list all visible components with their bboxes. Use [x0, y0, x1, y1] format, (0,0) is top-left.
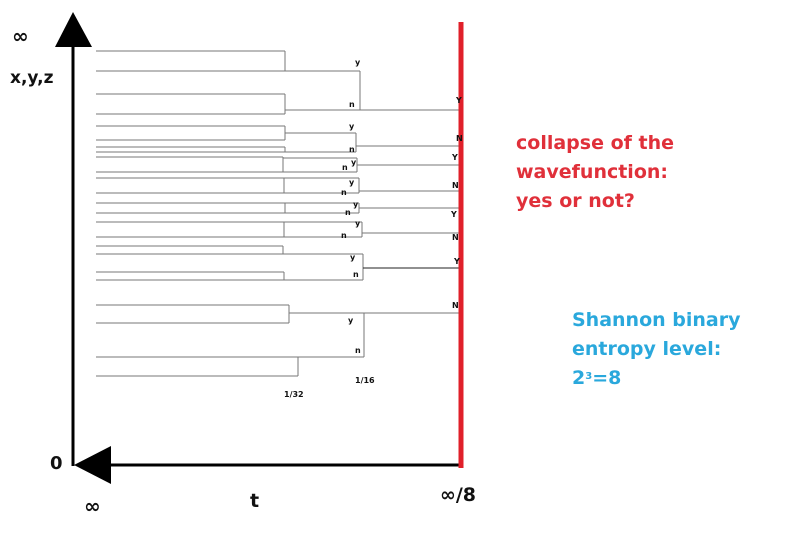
collapse-outcome-label: N	[452, 233, 459, 242]
branch-answer-label: y	[349, 178, 355, 187]
branch-answer-label: y	[353, 200, 359, 209]
y-axis-label: x,y,z	[10, 68, 54, 88]
branch-answer-label: n	[349, 145, 355, 154]
collapse-note-line: wavefunction:	[516, 161, 668, 183]
branch-answer-label: y	[349, 122, 355, 131]
branch-answer-label: n	[341, 231, 347, 240]
branch-answer-label: y	[355, 58, 361, 67]
branch-answer-label: n	[349, 100, 355, 109]
entropy-result: =8	[592, 367, 622, 389]
x-axis-right-label: ∞/8	[440, 484, 476, 506]
branch-answer-label: n	[353, 270, 359, 279]
branch-answer-label: n	[345, 208, 351, 217]
branch-answer-label: y	[355, 219, 361, 228]
entropy-formula: 23=8	[572, 364, 741, 393]
x-axis-label: t	[250, 490, 260, 512]
collapse-outcome-label: Y	[456, 96, 462, 105]
collapse-note-line: collapse of the	[516, 132, 675, 154]
collapse-outcome-label: Y	[454, 257, 460, 266]
collapse-outcome-label: N	[452, 301, 459, 310]
y-axis-top-infinity: ∞	[12, 24, 29, 48]
origin-label: 0	[50, 453, 63, 474]
collapse-outcome-label: Y	[452, 153, 458, 162]
branch-answer-label: y	[348, 316, 354, 325]
entropy-note-line: entropy level:	[572, 338, 722, 360]
y-axis-arrow-icon	[55, 12, 92, 47]
entropy-note: Shannon binary entropy level: 23=8	[572, 306, 741, 393]
collapse-outcome-label: N	[456, 134, 463, 143]
entropy-exponent: 3	[585, 371, 593, 382]
branch-answer-label: n	[355, 346, 361, 355]
scale-label-1-16: 1/16	[355, 376, 375, 385]
branch-answer-label: y	[350, 253, 356, 262]
branch-answer-label: n	[341, 188, 347, 197]
collapse-note-line: yes or not?	[516, 190, 635, 212]
x-axis-arrow-icon	[74, 446, 111, 484]
collapse-note: collapse of the wavefunction: yes or not…	[516, 129, 674, 216]
entropy-base: 2	[572, 367, 586, 389]
scale-label-1-32: 1/32	[284, 390, 304, 399]
branch-answer-label: n	[342, 163, 348, 172]
x-axis-left-infinity: ∞	[84, 494, 101, 518]
collapse-outcome-label: N	[452, 181, 459, 190]
collapse-outcome-label: Y	[451, 210, 457, 219]
branch-answer-label: y	[351, 158, 357, 167]
entropy-note-line: Shannon binary	[572, 309, 741, 331]
